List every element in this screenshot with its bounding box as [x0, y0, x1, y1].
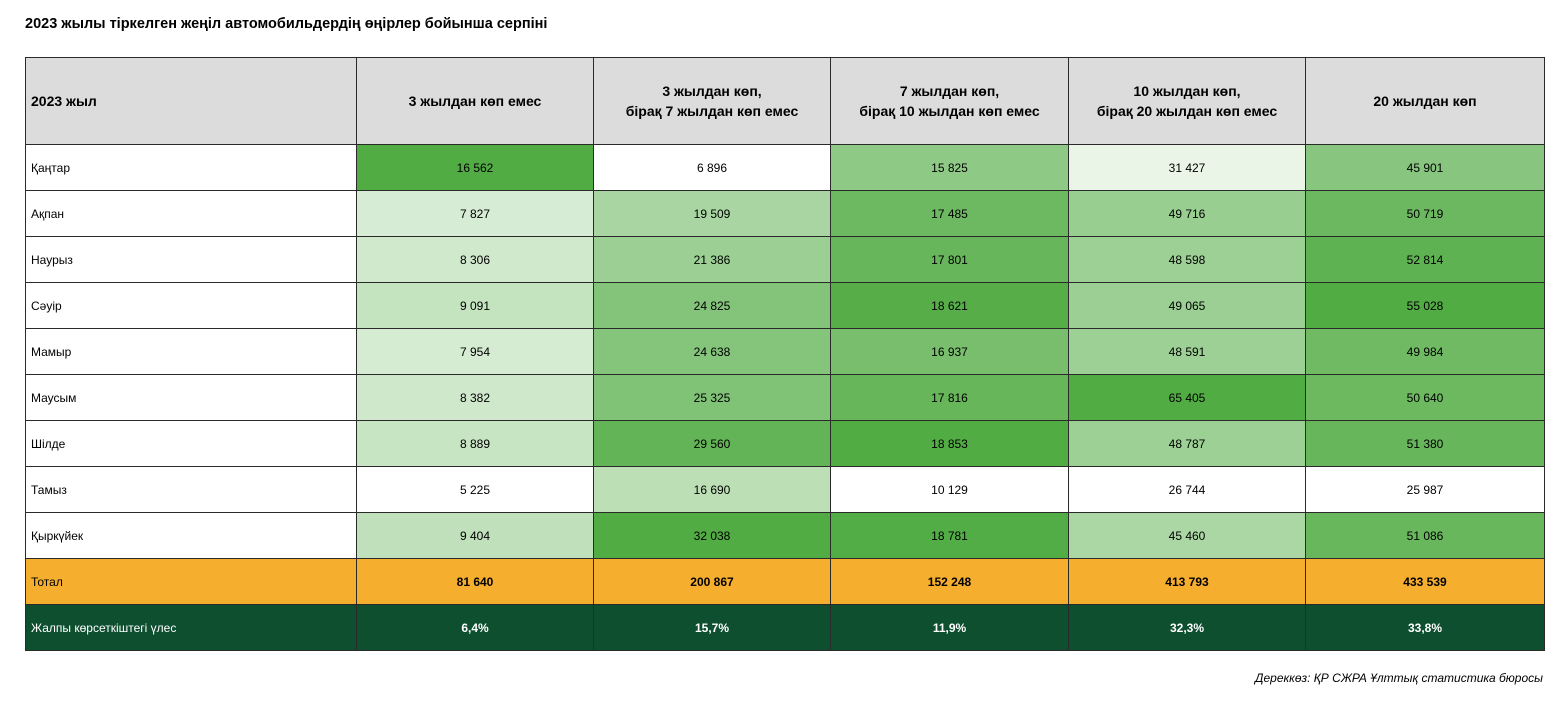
data-cell: 413 793	[1068, 558, 1306, 605]
data-cell: 11,9%	[830, 604, 1069, 651]
data-cell: 48 787	[1068, 420, 1306, 467]
table-row: Маусым 8 382 25 325 17 816 65 405 50 640	[25, 374, 1545, 421]
data-cell: 17 485	[830, 190, 1069, 237]
data-cell: 32,3%	[1068, 604, 1306, 651]
data-cell: 33,8%	[1305, 604, 1545, 651]
row-label: Сәуір	[25, 282, 357, 329]
data-cell: 17 801	[830, 236, 1069, 283]
data-cell: 200 867	[593, 558, 831, 605]
row-label: Мамыр	[25, 328, 357, 375]
data-cell: 17 816	[830, 374, 1069, 421]
column-header-line: 3 жылдан көп,	[662, 83, 762, 99]
data-cell: 25 325	[593, 374, 831, 421]
column-header-line: бірақ 7 жылдан көп емес	[625, 103, 799, 119]
data-cell: 51 086	[1305, 512, 1545, 559]
data-cell: 152 248	[830, 558, 1069, 605]
row-label: Тамыз	[25, 466, 357, 513]
row-header: 2023 жыл	[25, 57, 357, 145]
data-cell: 21 386	[593, 236, 831, 283]
data-cell: 31 427	[1068, 144, 1306, 191]
column-header-line: 20 жылдан көп	[1373, 93, 1477, 109]
table-row: Қыркүйек 9 404 32 038 18 781 45 460 51 086	[25, 512, 1545, 559]
column-header-line: бірақ 10 жылдан көп емес	[859, 103, 1040, 119]
data-cell: 49 065	[1068, 282, 1306, 329]
data-cell: 433 539	[1305, 558, 1545, 605]
share-row: Жалпы көрсеткіштегі үлес 6,4% 15,7% 11,9% 32…	[25, 604, 1545, 651]
data-cell: 25 987	[1305, 466, 1545, 513]
data-cell: 24 638	[593, 328, 831, 375]
table-row: Тамыз 5 225 16 690 10 129 26 744 25 987	[25, 466, 1545, 513]
column-header: 20 жылдан көп	[1305, 57, 1545, 145]
data-cell: 7 954	[356, 328, 594, 375]
data-cell: 32 038	[593, 512, 831, 559]
table-row: Ақпан 7 827 19 509 17 485 49 716 50 719	[25, 190, 1545, 237]
data-cell: 48 591	[1068, 328, 1306, 375]
row-label: Қыркүйек	[25, 512, 357, 559]
row-label: Жалпы көрсеткіштегі үлес	[25, 604, 357, 651]
data-cell: 8 889	[356, 420, 594, 467]
total-row: Тотал 81 640 200 867 152 248 413 793 433 539	[25, 558, 1545, 605]
page-title: 2023 жылы тіркелген жеңіл автомобильдерд…	[25, 16, 548, 32]
data-cell: 50 719	[1305, 190, 1545, 237]
table-body: Қаңтар 16 562 6 896 15 825 31 427 45 901 Ақпан…	[25, 144, 1545, 651]
data-cell: 6 896	[593, 144, 831, 191]
column-header: 10 жылдан көп, бірақ 20 жылдан көп емес	[1068, 57, 1306, 145]
data-cell: 15,7%	[593, 604, 831, 651]
data-cell: 15 825	[830, 144, 1069, 191]
data-cell: 52 814	[1305, 236, 1545, 283]
column-header: 3 жылдан көп, бірақ 7 жылдан көп емес	[593, 57, 831, 145]
row-label: Маусым	[25, 374, 357, 421]
row-label: Шілде	[25, 420, 357, 467]
data-cell: 8 306	[356, 236, 594, 283]
data-cell: 6,4%	[356, 604, 594, 651]
data-cell: 45 901	[1305, 144, 1545, 191]
data-cell: 49 984	[1305, 328, 1545, 375]
table-row: Мамыр 7 954 24 638 16 937 48 591 49 984	[25, 328, 1545, 375]
data-cell: 48 598	[1068, 236, 1306, 283]
data-cell: 16 937	[830, 328, 1069, 375]
data-cell: 29 560	[593, 420, 831, 467]
data-cell: 65 405	[1068, 374, 1306, 421]
data-cell: 51 380	[1305, 420, 1545, 467]
column-header-line: 10 жылдан көп,	[1133, 83, 1241, 99]
data-cell: 8 382	[356, 374, 594, 421]
data-cell: 7 827	[356, 190, 594, 237]
heatmap-table: 2023 жыл 3 жылдан көп емес 3 жылдан көп,…	[25, 57, 1545, 651]
header-row: 2023 жыл 3 жылдан көп емес 3 жылдан көп,…	[25, 57, 1545, 145]
data-cell: 5 225	[356, 466, 594, 513]
data-cell: 49 716	[1068, 190, 1306, 237]
column-header: 3 жылдан көп емес	[356, 57, 594, 145]
column-header: 7 жылдан көп, бірақ 10 жылдан көп емес	[830, 57, 1069, 145]
column-header-line: 7 жылдан көп,	[899, 83, 1000, 99]
data-cell: 16 562	[356, 144, 594, 191]
data-cell: 50 640	[1305, 374, 1545, 421]
table-row: Сәуір 9 091 24 825 18 621 49 065 55 028	[25, 282, 1545, 329]
row-label: Ақпан	[25, 190, 357, 237]
data-cell: 24 825	[593, 282, 831, 329]
data-cell: 18 781	[830, 512, 1069, 559]
table-row: Қаңтар 16 562 6 896 15 825 31 427 45 901	[25, 144, 1545, 191]
source-note: Дереккөз: ҚР СЖРА Ұлттық статистика бюро…	[1255, 671, 1543, 685]
row-label: Қаңтар	[25, 144, 357, 191]
data-cell: 9 091	[356, 282, 594, 329]
data-cell: 26 744	[1068, 466, 1306, 513]
table-row: Наурыз 8 306 21 386 17 801 48 598 52 814	[25, 236, 1545, 283]
column-header-line: 3 жылдан көп емес	[408, 93, 542, 109]
data-cell: 16 690	[593, 466, 831, 513]
data-cell: 45 460	[1068, 512, 1306, 559]
data-cell: 19 509	[593, 190, 831, 237]
data-cell: 9 404	[356, 512, 594, 559]
column-header-line: бірақ 20 жылдан көп емес	[1096, 103, 1278, 119]
data-cell: 81 640	[356, 558, 594, 605]
data-cell: 55 028	[1305, 282, 1545, 329]
data-cell: 18 853	[830, 420, 1069, 467]
data-cell: 18 621	[830, 282, 1069, 329]
data-cell: 10 129	[830, 466, 1069, 513]
row-label: Наурыз	[25, 236, 357, 283]
row-label: Тотал	[25, 558, 357, 605]
table-row: Шілде 8 889 29 560 18 853 48 787 51 380	[25, 420, 1545, 467]
